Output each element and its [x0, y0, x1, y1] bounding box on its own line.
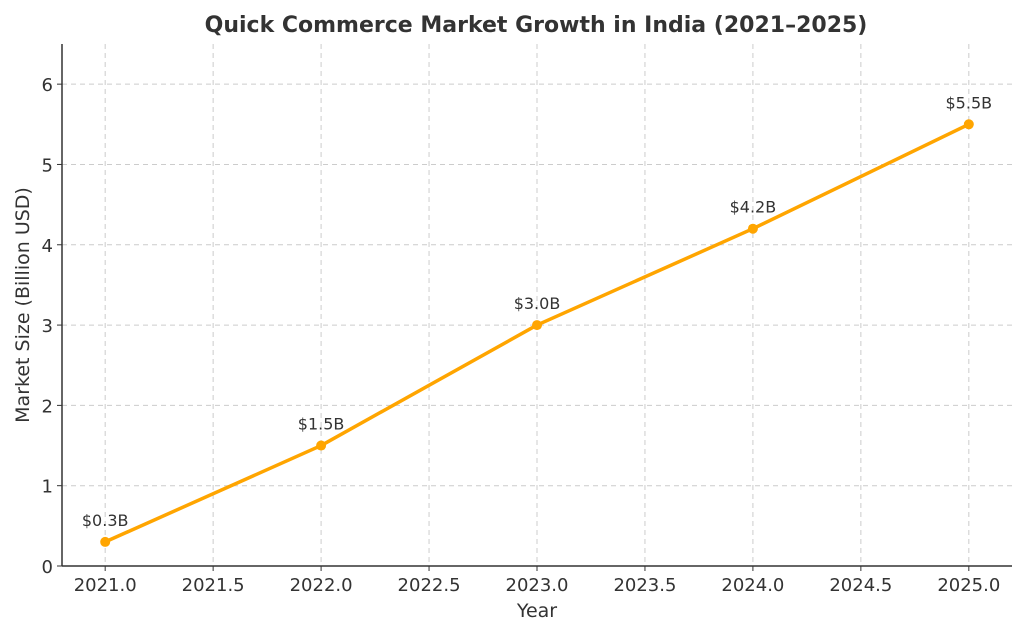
data-label: $4.2B — [730, 198, 777, 217]
data-point — [316, 440, 327, 451]
data-point — [532, 320, 542, 331]
x-tick-label: 2022.0 — [290, 575, 353, 596]
y-tick-label: 6 — [42, 75, 53, 96]
x-tick-label: 2023.0 — [506, 575, 569, 596]
x-tick-label: 2025.0 — [937, 575, 1000, 596]
x-tick-label: 2024.5 — [829, 575, 892, 596]
y-tick-label: 5 — [42, 155, 53, 176]
ticks: 2021.0 2021.5 2022.0 2022.5 2023.0 2023.5 2024… — [42, 75, 1001, 596]
x-tick-label: 2023.5 — [613, 575, 676, 596]
y-axis-label: Market Size (Billion USD) — [12, 187, 34, 423]
chart-title: Quick Commerce Market Growth in India (2… — [205, 13, 868, 38]
x-axis-label: Year — [516, 600, 557, 622]
y-tick-label: 3 — [42, 316, 53, 337]
data-point — [100, 536, 111, 547]
data-point — [747, 223, 758, 234]
data-point — [963, 119, 974, 130]
grid — [62, 44, 1012, 567]
data-label: $5.5B — [946, 93, 993, 112]
data-label: $1.5B — [298, 415, 345, 434]
x-tick-label: 2021.0 — [74, 575, 137, 596]
y-tick-label: 0 — [42, 557, 53, 578]
y-tick-label: 4 — [42, 236, 53, 257]
data-label: $3.0B — [514, 294, 561, 313]
y-tick-label: 2 — [42, 396, 53, 417]
y-tick-label: 1 — [42, 477, 53, 498]
series: $0.3B $1.5B $3.0B $4.2B $5.5B — [82, 93, 992, 547]
x-tick-label: 2021.5 — [182, 575, 245, 596]
data-label: $0.3B — [82, 511, 129, 530]
x-tick-label: 2022.5 — [398, 575, 461, 596]
x-tick-label: 2024.0 — [721, 575, 784, 596]
